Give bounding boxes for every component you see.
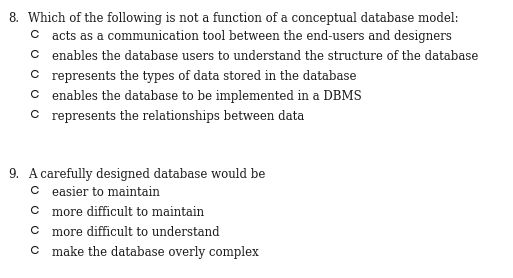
Text: represents the types of data stored in the database: represents the types of data stored in t… [52, 70, 357, 83]
Text: Which of the following is not a function of a conceptual database model:: Which of the following is not a function… [28, 12, 459, 25]
Text: more difficult to understand: more difficult to understand [52, 226, 220, 239]
Text: more difficult to maintain: more difficult to maintain [52, 206, 204, 219]
Text: easier to maintain: easier to maintain [52, 186, 160, 199]
Text: make the database overly complex: make the database overly complex [52, 246, 259, 259]
Text: A carefully designed database would be: A carefully designed database would be [28, 168, 265, 181]
Text: acts as a communication tool between the end-users and designers: acts as a communication tool between the… [52, 30, 452, 43]
Text: represents the relationships between data: represents the relationships between dat… [52, 110, 304, 123]
Text: 9.: 9. [8, 168, 19, 181]
Text: enables the database to be implemented in a DBMS: enables the database to be implemented i… [52, 90, 362, 103]
Text: 8.: 8. [8, 12, 19, 25]
Text: enables the database users to understand the structure of the database: enables the database users to understand… [52, 50, 479, 63]
